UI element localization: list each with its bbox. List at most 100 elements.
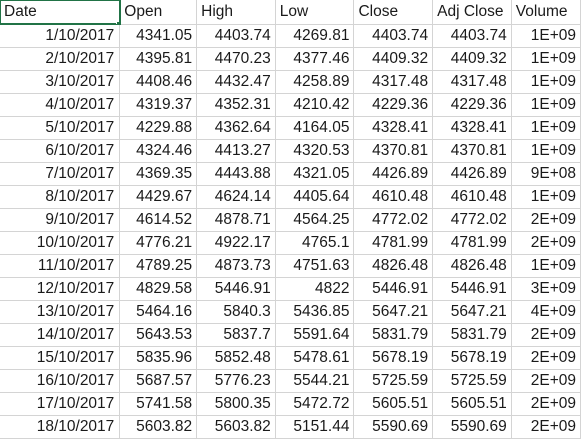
data-cell[interactable]: 4826.48 [432, 254, 512, 278]
data-cell[interactable]: 4781.99 [353, 231, 434, 255]
data-cell[interactable]: 4409.32 [353, 47, 434, 71]
data-cell[interactable]: 4405.64 [275, 185, 355, 209]
data-cell[interactable]: 3/10/2017 [0, 70, 121, 94]
data-cell[interactable]: 10/10/2017 [0, 231, 121, 255]
data-cell[interactable]: 4370.81 [353, 139, 434, 163]
data-cell[interactable]: 4319.37 [119, 93, 198, 117]
data-cell[interactable]: 4229.88 [119, 116, 198, 140]
header-cell[interactable]: Open [119, 0, 198, 25]
data-cell[interactable]: 6/10/2017 [0, 139, 121, 163]
data-cell[interactable]: 1E+09 [511, 24, 581, 48]
data-cell[interactable]: 9/10/2017 [0, 208, 121, 232]
data-cell[interactable]: 4164.05 [275, 116, 355, 140]
header-cell[interactable]: High [196, 0, 276, 25]
data-cell[interactable]: 5590.69 [432, 415, 512, 439]
data-cell[interactable]: 5544.21 [275, 369, 355, 393]
data-cell[interactable]: 1E+09 [511, 93, 581, 117]
data-cell[interactable]: 4789.25 [119, 254, 198, 278]
data-cell[interactable]: 5151.44 [275, 415, 355, 439]
data-cell[interactable]: 1E+09 [511, 47, 581, 71]
data-cell[interactable]: 15/10/2017 [0, 346, 121, 370]
data-cell[interactable]: 4324.46 [119, 139, 198, 163]
data-cell[interactable]: 5852.48 [196, 346, 276, 370]
data-cell[interactable]: 5678.19 [353, 346, 434, 370]
data-cell[interactable]: 5840.3 [196, 300, 276, 324]
header-cell[interactable]: Adj Close [432, 0, 512, 25]
data-cell[interactable]: 4321.05 [275, 162, 355, 186]
data-cell[interactable]: 2E+09 [511, 323, 581, 347]
data-cell[interactable]: 4614.52 [119, 208, 198, 232]
data-cell[interactable]: 4317.48 [353, 70, 434, 94]
data-cell[interactable]: 4320.53 [275, 139, 355, 163]
data-cell[interactable]: 4610.48 [432, 185, 512, 209]
data-cell[interactable]: 5591.64 [275, 323, 355, 347]
data-cell[interactable]: 1/10/2017 [0, 24, 121, 48]
data-cell[interactable]: 4409.32 [432, 47, 512, 71]
data-cell[interactable]: 4269.81 [275, 24, 355, 48]
data-cell[interactable]: 5831.79 [432, 323, 512, 347]
data-cell[interactable]: 4403.74 [432, 24, 512, 48]
data-cell[interactable]: 7/10/2017 [0, 162, 121, 186]
data-cell[interactable]: 2E+09 [511, 346, 581, 370]
data-cell[interactable]: 4429.67 [119, 185, 198, 209]
data-cell[interactable]: 4432.47 [196, 70, 276, 94]
data-cell[interactable]: 5472.72 [275, 392, 355, 416]
data-cell[interactable]: 2E+09 [511, 208, 581, 232]
data-cell[interactable]: 5647.21 [353, 300, 434, 324]
data-cell[interactable]: 4377.46 [275, 47, 355, 71]
data-cell[interactable]: 4229.36 [432, 93, 512, 117]
data-cell[interactable]: 5603.82 [119, 415, 198, 439]
data-cell[interactable]: 5837.7 [196, 323, 276, 347]
data-cell[interactable]: 4564.25 [275, 208, 355, 232]
data-cell[interactable]: 4258.89 [275, 70, 355, 94]
data-cell[interactable]: 4426.89 [432, 162, 512, 186]
data-cell[interactable]: 18/10/2017 [0, 415, 121, 439]
data-cell[interactable]: 4328.41 [432, 116, 512, 140]
data-cell[interactable]: 5725.59 [353, 369, 434, 393]
data-cell[interactable]: 4922.17 [196, 231, 276, 255]
data-cell[interactable]: 4878.71 [196, 208, 276, 232]
data-cell[interactable]: 4765.1 [275, 231, 355, 255]
header-cell[interactable]: Close [353, 0, 434, 25]
data-cell[interactable]: 3E+09 [511, 277, 581, 301]
data-cell[interactable]: 2E+09 [511, 369, 581, 393]
data-cell[interactable]: 5446.91 [196, 277, 276, 301]
data-cell[interactable]: 5835.96 [119, 346, 198, 370]
data-cell[interactable]: 4395.81 [119, 47, 198, 71]
data-cell[interactable]: 4470.23 [196, 47, 276, 71]
header-cell[interactable]: Date [0, 0, 121, 25]
data-cell[interactable]: 4426.89 [353, 162, 434, 186]
data-cell[interactable]: 4413.27 [196, 139, 276, 163]
fill-handle[interactable] [116, 20, 119, 23]
data-cell[interactable]: 4369.35 [119, 162, 198, 186]
data-cell[interactable]: 4328.41 [353, 116, 434, 140]
data-cell[interactable]: 4210.42 [275, 93, 355, 117]
data-cell[interactable]: 5/10/2017 [0, 116, 121, 140]
data-cell[interactable]: 5678.19 [432, 346, 512, 370]
data-cell[interactable]: 1E+09 [511, 70, 581, 94]
data-cell[interactable]: 4443.88 [196, 162, 276, 186]
data-cell[interactable]: 4873.73 [196, 254, 276, 278]
data-cell[interactable]: 12/10/2017 [0, 277, 121, 301]
data-cell[interactable]: 4408.46 [119, 70, 198, 94]
data-cell[interactable]: 4317.48 [432, 70, 512, 94]
data-cell[interactable]: 5464.16 [119, 300, 198, 324]
data-cell[interactable]: 5687.57 [119, 369, 198, 393]
data-cell[interactable]: 2E+09 [511, 231, 581, 255]
data-cell[interactable]: 4624.14 [196, 185, 276, 209]
data-cell[interactable]: 4403.74 [196, 24, 276, 48]
data-cell[interactable]: 1E+09 [511, 116, 581, 140]
data-cell[interactable]: 5605.51 [432, 392, 512, 416]
data-cell[interactable]: 5478.61 [275, 346, 355, 370]
data-cell[interactable]: 5446.91 [432, 277, 512, 301]
data-cell[interactable]: 5643.53 [119, 323, 198, 347]
data-cell[interactable]: 5603.82 [196, 415, 276, 439]
data-cell[interactable]: 4772.02 [432, 208, 512, 232]
data-cell[interactable]: 14/10/2017 [0, 323, 121, 347]
data-cell[interactable]: 4/10/2017 [0, 93, 121, 117]
data-cell[interactable]: 11/10/2017 [0, 254, 121, 278]
data-cell[interactable]: 5605.51 [353, 392, 434, 416]
data-cell[interactable]: 4370.81 [432, 139, 512, 163]
data-cell[interactable]: 1E+09 [511, 185, 581, 209]
